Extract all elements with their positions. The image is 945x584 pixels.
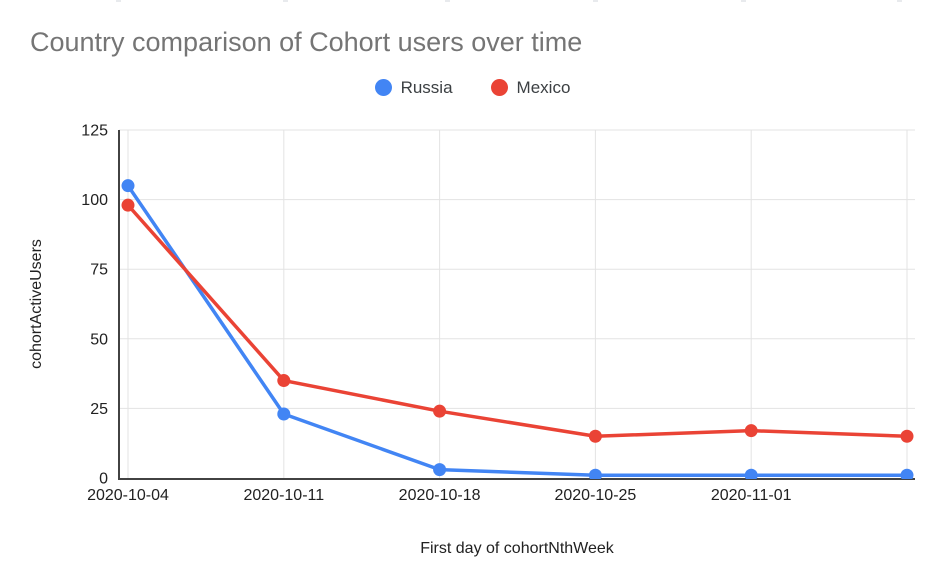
clipped-content-mark — [897, 0, 902, 2]
data-point-russia-0[interactable] — [121, 179, 135, 193]
y-axis-title: cohortActiveUsers — [28, 239, 45, 369]
x-axis-title: First day of cohortNthWeek — [420, 540, 615, 557]
data-point-russia-4[interactable] — [744, 468, 758, 482]
series-color-dot — [490, 78, 508, 96]
series-russia — [121, 179, 914, 482]
clipped-content-mark — [593, 0, 598, 2]
data-point-mexico-4[interactable] — [744, 424, 758, 438]
x-tick-label: 2020-11-01 — [711, 487, 792, 504]
legend-label: Russia — [400, 77, 453, 97]
series-mexico — [121, 198, 914, 443]
chart-title: Country comparison of Cohort users over … — [30, 27, 583, 57]
data-point-russia-1[interactable] — [277, 407, 291, 421]
legend-label: Mexico — [516, 77, 571, 97]
clipped-content-mark — [741, 0, 746, 2]
data-point-russia-5[interactable] — [900, 468, 914, 482]
data-point-mexico-1[interactable] — [277, 374, 291, 388]
y-tick-label: 50 — [90, 331, 108, 348]
chart-legend: Russia Mexico — [0, 76, 945, 98]
series-color-dot — [374, 78, 392, 96]
legend-item-mexico: Mexico — [490, 77, 571, 97]
y-tick-label: 75 — [90, 262, 108, 279]
series-line-russia — [126, 183, 909, 477]
data-point-mexico-5[interactable] — [900, 429, 914, 443]
x-tick-label: 2020-10-18 — [399, 487, 481, 504]
data-point-mexico-0[interactable] — [121, 198, 135, 212]
clipped-content-mark — [283, 0, 288, 2]
x-tick-label: 2020-10-25 — [554, 487, 636, 504]
y-tick-label: 25 — [90, 401, 108, 418]
clipped-content-mark — [445, 0, 450, 2]
x-tick-label: 2020-10-11 — [243, 487, 324, 504]
legend-item-russia: Russia — [374, 77, 453, 97]
data-point-russia-3[interactable] — [588, 468, 602, 482]
clipped-content-mark — [116, 0, 121, 2]
y-tick-label: 100 — [81, 192, 108, 209]
y-tick-label: 125 — [81, 123, 108, 140]
data-point-mexico-3[interactable] — [588, 429, 602, 443]
data-point-mexico-2[interactable] — [433, 404, 447, 418]
x-tick-label: 2020-10-04 — [87, 487, 169, 504]
series-line-mexico — [126, 203, 909, 438]
data-point-russia-2[interactable] — [433, 463, 447, 477]
y-tick-label: 0 — [99, 471, 108, 488]
